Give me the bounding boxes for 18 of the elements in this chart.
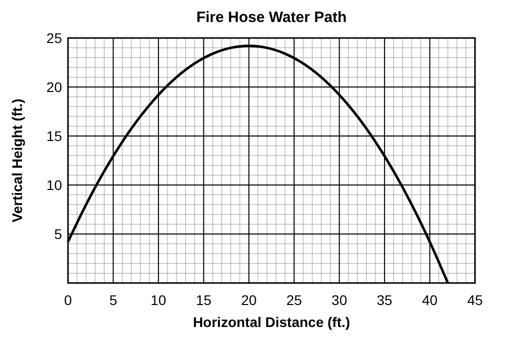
x-tick-label: 10 [150, 292, 166, 308]
y-tick-label: 10 [46, 177, 62, 193]
x-tick-label: 20 [241, 292, 257, 308]
x-tick-label: 0 [64, 292, 72, 308]
x-tick-label: 45 [467, 292, 483, 308]
y-axis-title: Vertical Height (ft.) [9, 98, 25, 222]
x-tick-label: 15 [196, 292, 212, 308]
y-tick-label: 15 [46, 128, 62, 144]
y-tick-label: 25 [46, 30, 62, 46]
chart-title: Fire Hose Water Path [196, 9, 347, 26]
x-axis-title: Horizontal Distance (ft.) [192, 314, 350, 330]
x-tick-label: 25 [286, 292, 302, 308]
x-tick-label: 30 [332, 292, 348, 308]
y-tick-label: 20 [46, 79, 62, 95]
x-tick-label: 40 [422, 292, 438, 308]
y-tick-label: 5 [54, 226, 62, 242]
x-tick-label: 5 [109, 292, 118, 308]
x-tick-label: 35 [376, 292, 393, 308]
